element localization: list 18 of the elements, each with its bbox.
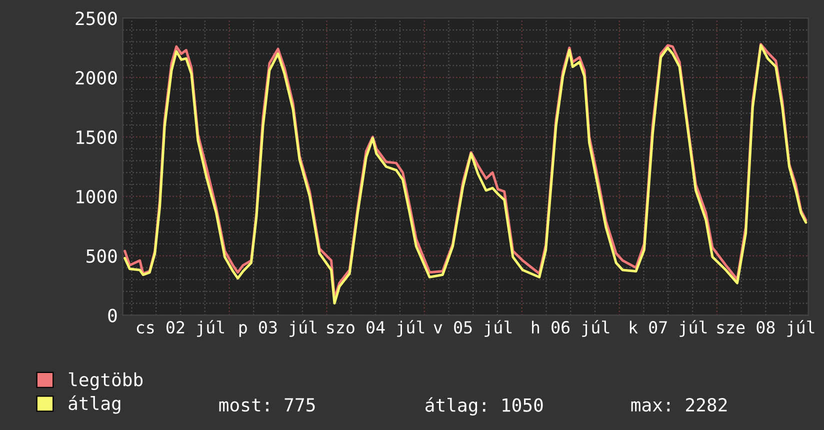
y-tick-label: 2000	[76, 70, 117, 85]
x-tick-label: v 05 júl	[434, 320, 512, 337]
text: max: 2282	[631, 398, 727, 412]
y-tick-label: 1500	[76, 130, 117, 144]
text: most: 775	[219, 398, 315, 412]
x-tick-label: szo 04 júl	[327, 320, 424, 337]
x-tick-label: p 03 júl	[239, 320, 317, 337]
y-tick-label: 1000	[76, 190, 117, 204]
x-tick-label: sze 08 júl	[717, 320, 814, 337]
text: átlag: 1050	[426, 397, 543, 416]
y-tick-label: 500	[86, 249, 117, 263]
legend-label: legtöbb	[68, 372, 143, 390]
y-tick-label: 0	[108, 308, 117, 322]
x-tick-label: cs 02 júl	[136, 320, 224, 337]
legend-label: átlag	[68, 395, 120, 414]
x-tick-label: k 07 júl	[630, 320, 707, 337]
y-tick-label: 2500	[76, 12, 117, 26]
x-tick-label: h 06 júl	[532, 320, 610, 337]
